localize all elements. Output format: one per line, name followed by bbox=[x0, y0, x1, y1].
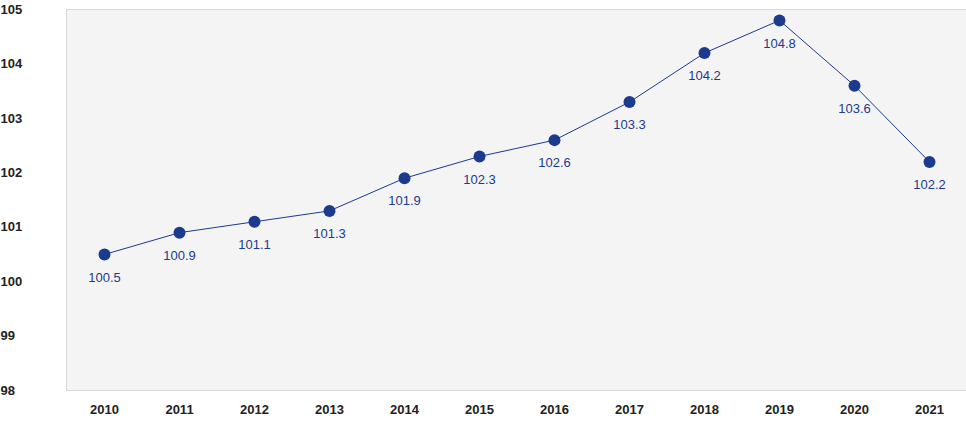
svg-text:99: 99 bbox=[1, 328, 15, 343]
svg-text:103: 103 bbox=[1, 111, 23, 126]
svg-text:2020: 2020 bbox=[840, 402, 869, 417]
svg-text:2013: 2013 bbox=[315, 402, 344, 417]
svg-text:101.9: 101.9 bbox=[388, 193, 421, 208]
svg-text:100.9: 100.9 bbox=[163, 248, 196, 263]
svg-text:100.5: 100.5 bbox=[88, 270, 121, 285]
svg-text:2017: 2017 bbox=[615, 402, 644, 417]
svg-text:102.6: 102.6 bbox=[538, 155, 571, 170]
svg-text:2010: 2010 bbox=[90, 402, 119, 417]
svg-text:103.3: 103.3 bbox=[613, 117, 646, 132]
svg-text:102.2: 102.2 bbox=[913, 177, 946, 192]
svg-text:101.1: 101.1 bbox=[238, 237, 271, 252]
svg-text:102: 102 bbox=[1, 165, 23, 180]
svg-text:101: 101 bbox=[1, 219, 23, 234]
svg-text:2016: 2016 bbox=[540, 402, 569, 417]
svg-text:101.3: 101.3 bbox=[313, 226, 346, 241]
svg-text:2011: 2011 bbox=[165, 402, 193, 417]
svg-text:2019: 2019 bbox=[765, 402, 794, 417]
svg-text:105: 105 bbox=[1, 2, 23, 17]
svg-text:98: 98 bbox=[1, 383, 15, 398]
svg-text:2014: 2014 bbox=[390, 402, 420, 417]
svg-text:104.8: 104.8 bbox=[763, 36, 796, 51]
svg-text:103.6: 103.6 bbox=[838, 101, 871, 116]
svg-text:2018: 2018 bbox=[690, 402, 719, 417]
svg-text:104: 104 bbox=[1, 56, 23, 71]
svg-text:102.3: 102.3 bbox=[463, 172, 496, 187]
svg-text:2021: 2021 bbox=[915, 402, 944, 417]
svg-text:2012: 2012 bbox=[240, 402, 269, 417]
svg-text:104.2: 104.2 bbox=[688, 68, 721, 83]
svg-text:2015: 2015 bbox=[465, 402, 494, 417]
svg-text:100: 100 bbox=[1, 274, 23, 289]
